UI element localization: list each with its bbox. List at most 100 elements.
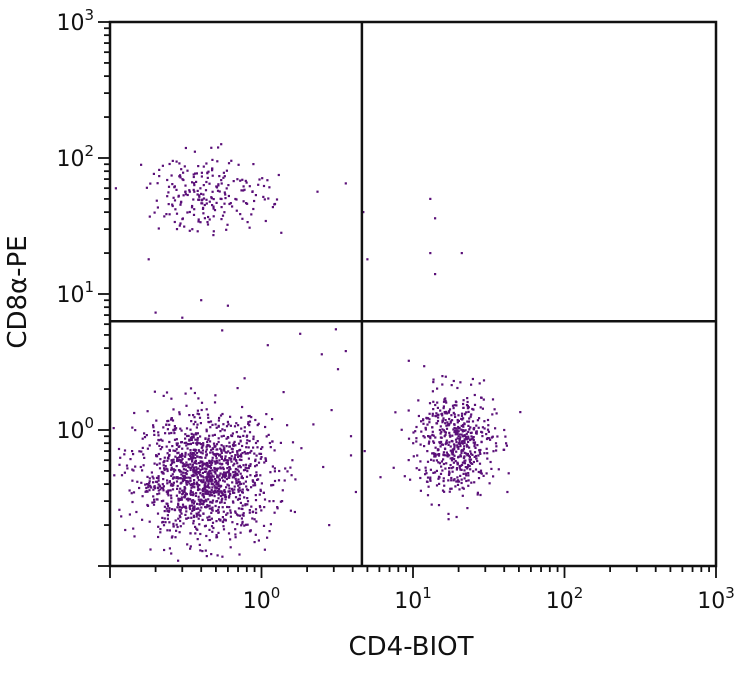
data-point — [175, 438, 178, 441]
data-point — [207, 215, 210, 219]
data-point — [178, 445, 181, 448]
data-point — [185, 480, 188, 483]
data-point — [467, 484, 470, 487]
data-point — [240, 189, 243, 192]
data-point — [190, 516, 193, 519]
data-point — [183, 496, 186, 499]
data-point — [210, 511, 213, 514]
data-point — [456, 461, 459, 464]
data-point — [190, 466, 193, 470]
data-point — [251, 190, 254, 193]
data-point — [212, 447, 215, 451]
data-point — [216, 476, 219, 479]
data-point — [250, 505, 253, 508]
data-point — [183, 441, 186, 445]
data-point — [156, 512, 160, 515]
data-point — [213, 444, 216, 447]
data-point — [214, 461, 218, 464]
data-point — [194, 450, 197, 453]
data-point — [440, 430, 443, 434]
data-point — [192, 456, 195, 459]
data-point — [194, 460, 197, 463]
data-point — [220, 455, 223, 458]
data-point — [192, 473, 195, 476]
data-point — [172, 458, 175, 461]
data-point — [184, 451, 187, 454]
data-point — [299, 332, 302, 335]
data-point — [474, 446, 477, 449]
data-point — [197, 413, 201, 416]
data-point — [457, 425, 460, 429]
data-point — [192, 499, 195, 502]
data-point — [206, 516, 209, 519]
data-point — [459, 468, 462, 471]
data-point — [252, 437, 255, 441]
data-point — [151, 475, 154, 478]
data-point — [146, 504, 150, 507]
data-point — [242, 464, 245, 467]
data-point — [442, 429, 445, 432]
data-point — [176, 476, 179, 479]
data-point — [234, 467, 237, 471]
data-point — [193, 461, 196, 465]
data-point — [505, 444, 508, 447]
data-point — [120, 515, 123, 518]
data-point — [218, 488, 221, 491]
data-point — [286, 424, 289, 427]
data-point — [209, 469, 212, 472]
data-point — [435, 484, 439, 487]
data-point — [466, 507, 469, 510]
data-point — [168, 507, 171, 510]
data-point — [240, 427, 243, 430]
data-point — [157, 525, 160, 528]
data-point — [241, 507, 244, 511]
data-point — [234, 496, 238, 499]
data-point — [186, 211, 189, 214]
data-point — [156, 480, 159, 484]
data-point — [196, 502, 199, 505]
data-point — [179, 477, 182, 480]
data-point — [237, 514, 240, 517]
data-point — [505, 442, 508, 445]
data-point — [204, 437, 207, 440]
data-point — [273, 467, 276, 470]
data-point — [448, 434, 451, 437]
x-tick-label: 100 — [243, 584, 281, 614]
data-point — [210, 553, 213, 556]
data-point — [213, 453, 216, 456]
data-point — [172, 449, 175, 452]
data-point — [316, 190, 319, 193]
data-point — [489, 438, 492, 441]
data-point — [207, 420, 210, 424]
data-point — [182, 505, 185, 508]
data-point — [199, 468, 202, 471]
data-point — [189, 489, 192, 492]
data-point — [187, 516, 190, 519]
data-point — [218, 459, 221, 462]
data-point — [202, 499, 205, 503]
data-point — [476, 444, 479, 447]
data-point — [419, 460, 422, 463]
data-point — [245, 442, 248, 445]
data-point — [189, 477, 192, 480]
data-point — [436, 406, 439, 409]
data-point — [182, 171, 185, 174]
data-point — [208, 515, 211, 518]
data-point — [163, 215, 166, 218]
data-point — [201, 452, 204, 455]
data-point — [201, 468, 204, 471]
data-point — [133, 411, 136, 415]
data-point — [242, 200, 245, 203]
data-point — [192, 508, 195, 511]
data-point — [120, 474, 124, 477]
data-point — [467, 430, 470, 433]
data-point — [188, 482, 191, 485]
data-point — [210, 461, 214, 464]
data-point — [161, 439, 164, 442]
data-point — [437, 416, 440, 419]
data-point — [156, 182, 159, 185]
data-point — [442, 451, 445, 454]
data-point — [183, 486, 186, 489]
data-point — [394, 411, 397, 414]
data-point — [467, 420, 470, 423]
